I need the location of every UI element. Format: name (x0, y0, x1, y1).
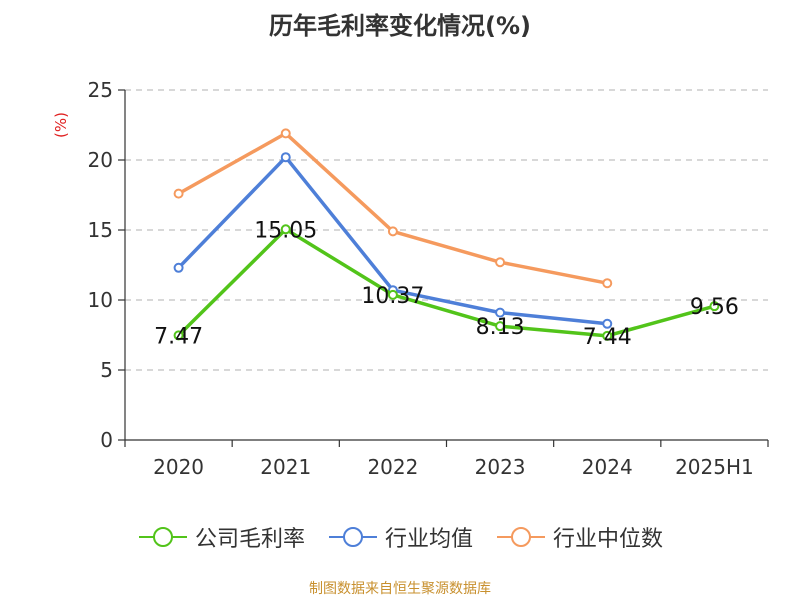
x-tick-label: 2021 (260, 455, 311, 479)
x-tick-label: 2023 (475, 455, 526, 479)
series-point (495, 307, 506, 318)
data-label: 7.47 (154, 324, 203, 349)
data-label: 9.56 (690, 295, 739, 320)
legend-swatch (138, 527, 187, 547)
data-labels: 7.47 15.05 10.37 8.13 7.44 9.56 (154, 218, 739, 350)
data-label: 8.13 (476, 315, 525, 340)
x-tick-label: 2022 (367, 455, 418, 479)
data-label: 7.44 (583, 325, 632, 350)
series-point (602, 278, 613, 289)
x-tick-label: 2020 (153, 455, 204, 479)
y-tick-label: 5 (100, 358, 113, 382)
source-note: 制图数据来自恒生聚源数据库 (309, 581, 491, 597)
y-tick-label: 20 (88, 148, 113, 172)
y-tick-label: 0 (100, 428, 113, 452)
legend-item: 行业均值 (327, 521, 473, 553)
series-point (280, 224, 291, 235)
series-point (495, 257, 506, 268)
legend-label: 公司毛利率 (194, 527, 305, 552)
legend-swatch (497, 527, 545, 547)
series-point (173, 188, 184, 199)
series-point (602, 330, 613, 341)
legend-swatch (328, 527, 377, 547)
series-line-1 (177, 227, 715, 338)
y-axis-label: (%) (52, 112, 70, 138)
legend-label: 行业均值 (384, 527, 473, 552)
legend: 公司毛利率 行业均值 行业中位数 (0, 520, 800, 554)
data-label: 10.37 (361, 284, 424, 309)
series-point (387, 226, 398, 237)
series-line-3 (177, 131, 608, 285)
series-point (495, 321, 506, 332)
legend-label: 行业中位数 (553, 527, 664, 552)
grid-lines (125, 89, 768, 371)
y-tick-label: 10 (88, 288, 113, 312)
x-tick-label: 2025H1 (675, 455, 754, 479)
series-point (173, 262, 184, 273)
axes: 0 5 10 15 20 25 2020 2021 2022 2023 2024 2025H1 (88, 78, 769, 479)
series-point (602, 318, 613, 329)
y-tick-label: 15 (88, 218, 113, 242)
series-point (280, 152, 291, 163)
x-tick-label: 2024 (582, 455, 633, 479)
y-tick-label: 25 (88, 78, 113, 102)
series-point (173, 330, 184, 341)
series-point (709, 301, 720, 312)
series-point (280, 128, 291, 139)
data-label: 15.05 (254, 218, 317, 243)
legend-item: 公司毛利率 (137, 521, 305, 553)
chart-title: 历年毛利率变化情况(%) (269, 12, 531, 40)
legend-item: 行业中位数 (495, 521, 663, 553)
series-point (387, 289, 398, 300)
series-lines (173, 128, 720, 341)
